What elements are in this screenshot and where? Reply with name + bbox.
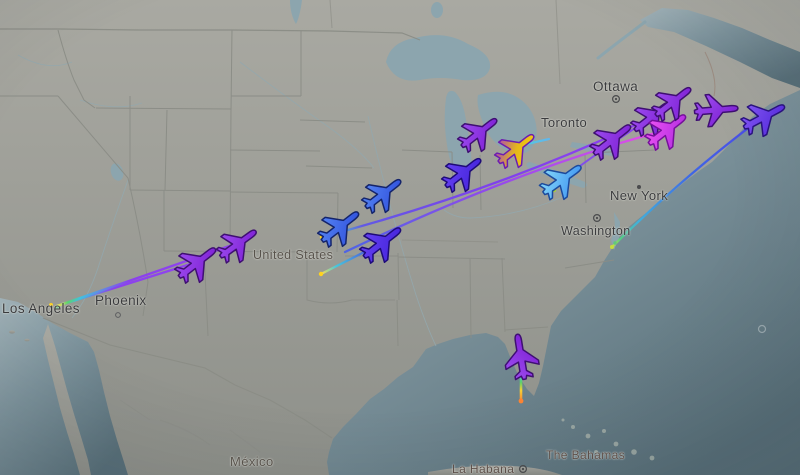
lake-nipigon [431, 2, 443, 18]
trail-origin-dot [610, 245, 614, 249]
city-label-phoenix: Phoenix [95, 293, 147, 308]
city-label-washington: Washington [561, 224, 631, 238]
city-label-los-angeles: Los Angeles [2, 301, 80, 316]
city-label-toronto: Toronto [541, 115, 588, 130]
city-label-mexico: México [230, 454, 274, 469]
trail-origin-dot [613, 241, 617, 245]
trail-origin-dot [518, 398, 524, 404]
city-label-ottawa: Ottawa [593, 79, 639, 94]
city-label-new-york: New York [610, 188, 669, 203]
trail-origin-dot [318, 271, 324, 277]
city-label-la-habana: La Habana [452, 462, 515, 475]
city-label-the-bahamas: The Bahamas [546, 448, 626, 462]
city-label-united-states: United States [253, 248, 334, 262]
